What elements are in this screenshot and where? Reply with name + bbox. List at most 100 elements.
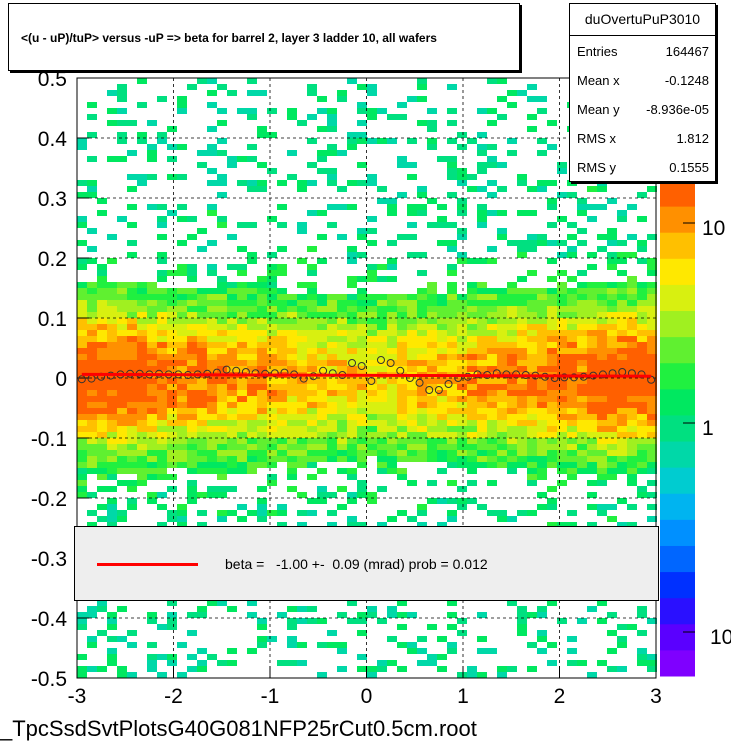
heatmap-cell — [577, 300, 587, 306]
heatmap-cell — [357, 402, 367, 408]
heatmap-cell — [327, 180, 337, 186]
heatmap-cell — [497, 378, 507, 384]
heatmap-cell — [487, 480, 497, 486]
heatmap-cell — [187, 342, 197, 348]
heatmap-cell — [267, 342, 277, 348]
heatmap-cell — [547, 456, 557, 462]
heatmap-cell — [117, 510, 127, 516]
heatmap-cell — [77, 360, 87, 366]
heatmap-cell — [357, 138, 367, 144]
heatmap-cell — [217, 390, 227, 396]
heatmap-cell — [367, 270, 377, 276]
heatmap-cell — [547, 450, 557, 456]
heatmap-cell — [497, 396, 507, 402]
stats-row: Mean y -8.936e-05 — [577, 96, 709, 124]
heatmap-cell — [187, 288, 197, 294]
heatmap-cell — [517, 300, 527, 306]
heatmap-cell — [187, 306, 197, 312]
heatmap-cell — [127, 420, 137, 426]
heatmap-cell — [197, 426, 207, 432]
heatmap-cell — [567, 246, 577, 252]
heatmap-cell — [637, 654, 647, 660]
heatmap-cell — [477, 444, 487, 450]
heatmap-cell — [247, 414, 257, 420]
heatmap-cell — [627, 312, 637, 318]
heatmap-cell — [567, 384, 577, 390]
heatmap-cell — [577, 426, 587, 432]
heatmap-cell — [157, 222, 167, 228]
heatmap-cell — [237, 222, 247, 228]
heatmap-cell — [537, 390, 547, 396]
heatmap-cell — [177, 204, 187, 210]
heatmap-cell — [147, 498, 157, 504]
heatmap-cell — [187, 450, 197, 456]
heatmap-cell — [487, 360, 497, 366]
heatmap-cell — [207, 654, 217, 660]
heatmap-cell — [257, 186, 267, 192]
heatmap-cell — [197, 660, 207, 666]
heatmap-cell — [137, 282, 147, 288]
heatmap-cell — [207, 306, 217, 312]
heatmap-cell — [147, 420, 157, 426]
heatmap-cell — [197, 318, 207, 324]
heatmap-cell — [577, 306, 587, 312]
heatmap-cell — [507, 666, 517, 672]
heatmap-cell — [487, 144, 497, 150]
heatmap-cell — [617, 498, 627, 504]
heatmap-cell — [557, 288, 567, 294]
heatmap-cell — [167, 510, 177, 516]
heatmap-cell — [247, 462, 257, 468]
heatmap-cell — [227, 312, 237, 318]
heatmap-cell — [637, 306, 647, 312]
heatmap-cell — [537, 240, 547, 246]
heatmap-cell — [387, 444, 397, 450]
heatmap-cell — [217, 294, 227, 300]
heatmap-cell — [157, 492, 167, 498]
heatmap-cell — [437, 654, 447, 660]
heatmap-cell — [197, 390, 207, 396]
heatmap-cell — [117, 354, 127, 360]
heatmap-cell — [477, 636, 487, 642]
heatmap-cell — [287, 378, 297, 384]
heatmap-cell — [427, 420, 437, 426]
heatmap-cell — [437, 438, 447, 444]
heatmap-cell — [317, 384, 327, 390]
heatmap-cell — [467, 420, 477, 426]
heatmap-cell — [257, 288, 267, 294]
heatmap-cell — [367, 318, 377, 324]
heatmap-cell — [317, 324, 327, 330]
heatmap-cell — [197, 342, 207, 348]
heatmap-cell — [457, 300, 467, 306]
heatmap-cell — [177, 378, 187, 384]
heatmap-cell — [217, 342, 227, 348]
heatmap-cell — [137, 468, 147, 474]
heatmap-cell — [237, 414, 247, 420]
heatmap-cell — [187, 324, 197, 330]
heatmap-cell — [127, 348, 137, 354]
heatmap-cell — [487, 396, 497, 402]
heatmap-cell — [297, 300, 307, 306]
heatmap-cell — [227, 510, 237, 516]
heatmap-cell — [387, 306, 397, 312]
heatmap-cell — [277, 330, 287, 336]
heatmap-cell — [587, 462, 597, 468]
heatmap-cell — [537, 432, 547, 438]
heatmap-cell — [537, 408, 547, 414]
heatmap-cell — [397, 384, 407, 390]
heatmap-cell — [347, 276, 357, 282]
heatmap-cell — [287, 324, 297, 330]
heatmap-cell — [607, 450, 617, 456]
heatmap-cell — [177, 420, 187, 426]
heatmap-cell — [197, 492, 207, 498]
heatmap-cell — [447, 222, 457, 228]
heatmap-cell — [167, 462, 177, 468]
heatmap-cell — [527, 246, 537, 252]
heatmap-cell — [427, 108, 437, 114]
heatmap-cell — [437, 330, 447, 336]
heatmap-cell — [87, 294, 97, 300]
heatmap-cell — [407, 342, 417, 348]
heatmap-cell — [597, 480, 607, 486]
heatmap-cell — [187, 630, 197, 636]
heatmap-cell — [577, 456, 587, 462]
heatmap-cell — [377, 324, 387, 330]
